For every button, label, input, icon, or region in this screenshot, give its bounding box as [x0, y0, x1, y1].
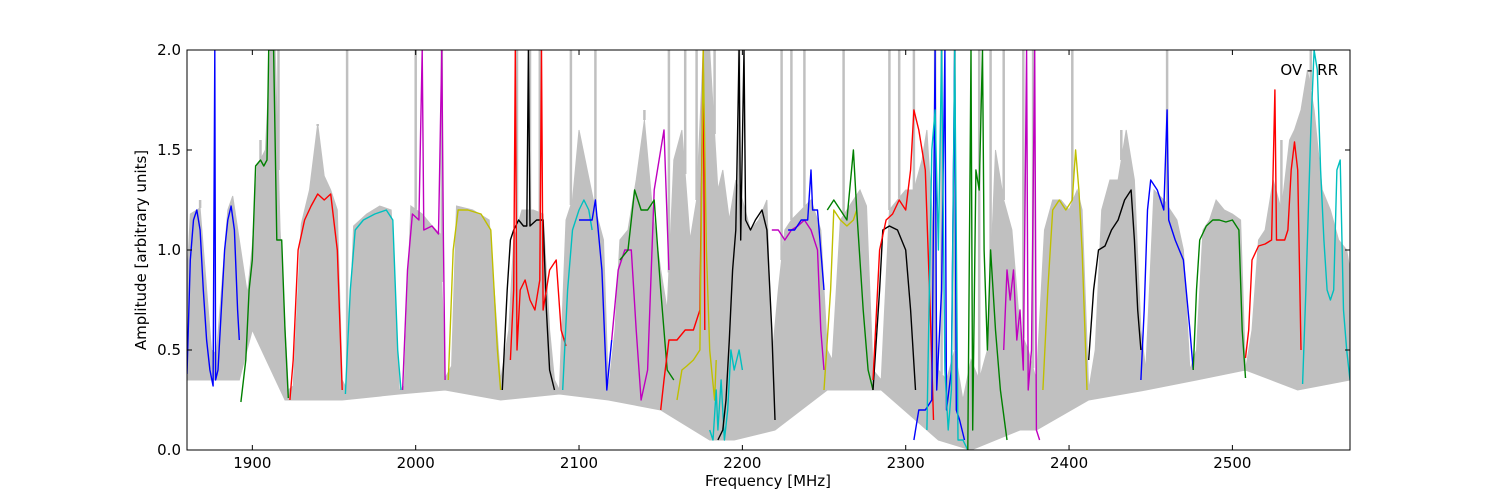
- x-axis-ticks: 1900 2000 2100 2200 2300 2400 2500: [233, 50, 1251, 472]
- x-tick-label: 2200: [723, 454, 761, 472]
- series-line: [289, 193, 343, 401]
- series-line: [447, 209, 502, 391]
- series-line: [717, 50, 776, 441]
- series-line: [823, 209, 858, 391]
- x-tick-label: 1900: [233, 454, 271, 472]
- x-tick-label: 2300: [887, 454, 925, 472]
- x-axis-label: Frequency [MHz]: [705, 472, 831, 490]
- series-line: [579, 199, 613, 391]
- series-line: [1042, 149, 1088, 391]
- series-line: [872, 225, 917, 391]
- y-tick-label: 1.0: [157, 241, 181, 259]
- series-line: [1301, 50, 1350, 385]
- series-line: [967, 50, 1008, 450]
- series-line: [926, 50, 969, 450]
- series-layer: [187, 50, 1350, 450]
- series-line: [344, 209, 402, 395]
- series-line: [1088, 189, 1142, 361]
- x-tick-label: 2000: [397, 454, 435, 472]
- series-line: [788, 169, 825, 291]
- series-line: [562, 199, 593, 391]
- x-tick-label: 2500: [1213, 454, 1251, 472]
- series-line: [771, 219, 825, 371]
- y-tick-label: 0.5: [157, 341, 181, 359]
- y-tick-label: 1.5: [157, 141, 181, 159]
- series-line: [872, 109, 935, 421]
- y-tick-label: 0.0: [157, 441, 181, 459]
- series-line: [826, 149, 874, 391]
- plot-area: [187, 50, 1350, 450]
- y-axis-label: Amplitude [arbitrary units]: [132, 150, 150, 350]
- y-tick-label: 2.0: [157, 41, 181, 59]
- series-line: [187, 50, 240, 387]
- series-line: [709, 349, 744, 441]
- series-line: [1244, 89, 1302, 359]
- series-line: [401, 50, 446, 391]
- chart-annotation: OV - RR: [1280, 61, 1338, 79]
- x-tick-label: 2100: [560, 454, 598, 472]
- y-axis-ticks: 0.0 0.5 1.0 1.5 2.0: [157, 41, 1350, 459]
- series-line: [619, 189, 675, 381]
- gray-envelope: [187, 50, 1350, 450]
- series-line: [1140, 109, 1194, 381]
- series-line: [1192, 219, 1247, 379]
- x-tick-label: 2400: [1050, 454, 1088, 472]
- series-line: [1003, 50, 1041, 441]
- series-line: [240, 50, 289, 403]
- series-line: [676, 50, 717, 401]
- series-line: [509, 50, 567, 361]
